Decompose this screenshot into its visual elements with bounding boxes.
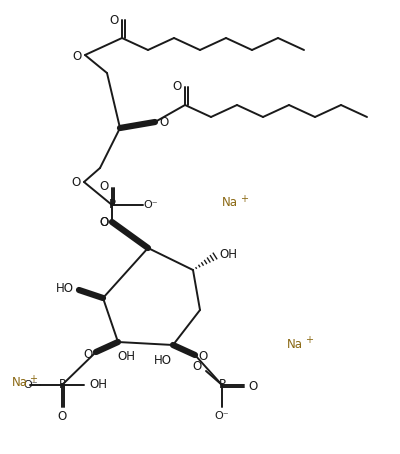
Text: O: O bbox=[109, 14, 119, 26]
Text: O: O bbox=[83, 347, 93, 360]
Text: OH: OH bbox=[89, 379, 107, 391]
Text: O: O bbox=[71, 176, 81, 188]
Text: +: + bbox=[240, 194, 248, 204]
Text: P: P bbox=[58, 379, 66, 391]
Text: OH: OH bbox=[117, 350, 135, 364]
Text: +: + bbox=[305, 335, 313, 345]
Text: O: O bbox=[159, 117, 169, 129]
Text: +: + bbox=[29, 374, 37, 384]
Text: O: O bbox=[248, 380, 258, 393]
Text: Na: Na bbox=[12, 375, 28, 389]
Text: O: O bbox=[198, 350, 208, 364]
Text: HO: HO bbox=[56, 282, 74, 296]
Text: O⁻: O⁻ bbox=[24, 380, 38, 390]
Text: Na: Na bbox=[222, 197, 238, 209]
Text: HO: HO bbox=[154, 354, 172, 366]
Text: O⁻: O⁻ bbox=[215, 411, 229, 421]
Text: P: P bbox=[218, 379, 226, 391]
Text: P: P bbox=[108, 198, 116, 212]
Text: O: O bbox=[192, 360, 202, 374]
Text: O: O bbox=[99, 181, 109, 193]
Text: O: O bbox=[172, 80, 182, 94]
Text: O: O bbox=[72, 49, 82, 63]
Text: O: O bbox=[99, 217, 109, 230]
Text: OH: OH bbox=[219, 247, 237, 261]
Text: O⁻: O⁻ bbox=[144, 200, 158, 210]
Text: O: O bbox=[99, 217, 109, 230]
Text: Na: Na bbox=[287, 337, 303, 350]
Text: O: O bbox=[57, 410, 67, 423]
